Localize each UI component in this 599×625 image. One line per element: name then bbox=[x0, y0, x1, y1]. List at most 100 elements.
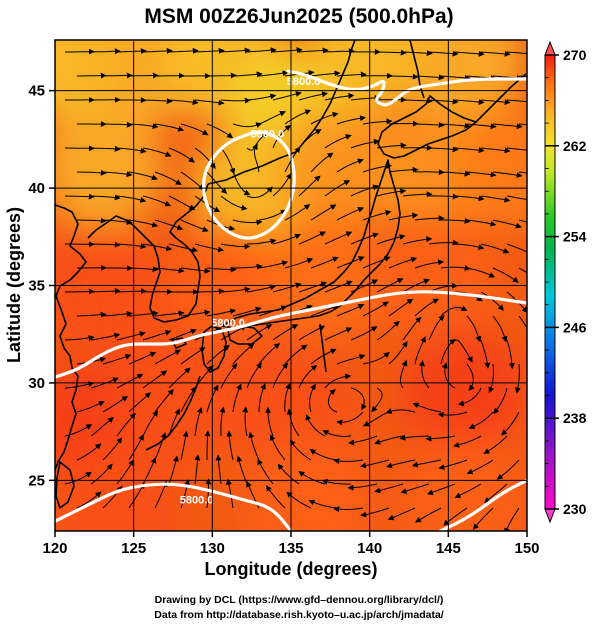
streamline-49 bbox=[402, 97, 433, 104]
streamline-47 bbox=[350, 94, 381, 101]
streamline-78 bbox=[220, 147, 236, 175]
streamline-309 bbox=[154, 432, 167, 461]
x-tick-label-145: 145 bbox=[436, 540, 461, 557]
streamline-276 bbox=[232, 383, 242, 413]
y-tick-label-40: 40 bbox=[28, 180, 45, 197]
streamline-340 bbox=[454, 483, 482, 498]
streamline-310 bbox=[180, 430, 189, 461]
streamline-342 bbox=[76, 491, 102, 509]
streamline-229 bbox=[402, 316, 422, 341]
contour-5800-2 bbox=[55, 290, 527, 379]
streamline-169 bbox=[258, 260, 289, 269]
colorbar-tick-label-246: 246 bbox=[563, 319, 587, 335]
streamline-248 bbox=[440, 339, 456, 365]
streamline-328 bbox=[168, 455, 179, 485]
streamline-44 bbox=[272, 91, 302, 101]
streamline-122 bbox=[429, 193, 459, 200]
streamline-291 bbox=[142, 410, 159, 437]
streamline-235 bbox=[102, 354, 132, 365]
streamline-241 bbox=[258, 343, 281, 365]
streamline-68 bbox=[440, 122, 471, 129]
streamline-280 bbox=[327, 389, 338, 413]
streamline-177 bbox=[466, 267, 496, 278]
streamline-50 bbox=[428, 98, 459, 105]
streamline-41 bbox=[194, 99, 225, 106]
streamline-210 bbox=[388, 298, 414, 317]
streamline-242 bbox=[284, 344, 308, 365]
streamline-45 bbox=[298, 91, 328, 101]
coastlines bbox=[55, 40, 527, 509]
streamline-176 bbox=[440, 265, 471, 271]
streamline-115 bbox=[246, 186, 273, 199]
streamline-335 bbox=[321, 478, 352, 485]
streamline-135 bbox=[310, 204, 337, 221]
streamline-100 bbox=[336, 158, 364, 173]
streamline-91 bbox=[102, 171, 133, 178]
streamline-4 bbox=[168, 47, 199, 54]
streamline-32 bbox=[440, 74, 471, 81]
streamline-23 bbox=[207, 72, 237, 79]
streamline-2 bbox=[116, 48, 147, 55]
coastline-mainland-asia bbox=[55, 204, 87, 471]
coastline-taiwan bbox=[55, 461, 75, 509]
streamline-226 bbox=[324, 327, 353, 341]
streamline-230 bbox=[428, 314, 445, 341]
streamline-59 bbox=[206, 123, 234, 139]
streamline-42 bbox=[220, 97, 251, 104]
coastline-liaodong bbox=[87, 215, 147, 239]
streamline-220 bbox=[168, 328, 197, 341]
streamline-191 bbox=[350, 279, 379, 293]
streamline-64 bbox=[336, 115, 366, 125]
streamline-5 bbox=[194, 47, 225, 54]
streamline-308 bbox=[128, 434, 144, 461]
streamline-141 bbox=[466, 219, 497, 227]
y-tick-label-30: 30 bbox=[28, 375, 45, 392]
streamline-267 bbox=[441, 362, 456, 389]
streamline-179 bbox=[518, 267, 527, 274]
streamline-272 bbox=[128, 392, 152, 413]
streamline-108 bbox=[64, 193, 95, 200]
streamline-331 bbox=[236, 455, 248, 485]
contour-5800-3 bbox=[55, 482, 293, 531]
streamline-76 bbox=[168, 147, 195, 163]
streamline-313 bbox=[248, 431, 260, 461]
streamline-253 bbox=[90, 377, 119, 389]
streamline-322 bbox=[466, 459, 494, 475]
streamline-273 bbox=[154, 388, 174, 413]
contour-labels: 5800.0 5800.0 5800.0 5800.0 bbox=[180, 76, 321, 507]
streamline-121 bbox=[402, 191, 433, 198]
streamline-302 bbox=[399, 434, 430, 441]
streamline-330 bbox=[215, 454, 222, 485]
streamline-69 bbox=[466, 123, 497, 130]
streamline-178 bbox=[492, 267, 519, 283]
streamline-301 bbox=[374, 435, 404, 445]
streamline-79 bbox=[246, 131, 268, 151]
streamline-355 bbox=[387, 507, 416, 521]
y-axis-label: Latitude (degrees) bbox=[4, 207, 24, 363]
streamline-264 bbox=[371, 387, 383, 413]
contour-5800-4 bbox=[438, 478, 527, 531]
contour-label-2: 5800.0 bbox=[211, 317, 245, 329]
credit-line-2: Data from http://database.rish.kyoto–u.a… bbox=[154, 609, 443, 621]
streamline-348 bbox=[225, 478, 234, 509]
streamline-124 bbox=[480, 195, 511, 203]
streamline-316 bbox=[309, 449, 338, 461]
streamline-173 bbox=[362, 256, 391, 269]
streamline-159 bbox=[454, 243, 485, 250]
x-axis: 120 125 130 135 140 145 150 bbox=[42, 531, 540, 557]
streamline-171 bbox=[310, 256, 339, 269]
streamline-217 bbox=[90, 332, 121, 341]
field-cell-15 bbox=[370, 213, 495, 338]
streamline-10 bbox=[324, 48, 355, 55]
streamline-213 bbox=[466, 315, 482, 343]
streamline-63 bbox=[310, 111, 339, 125]
streamline-101 bbox=[362, 163, 392, 173]
credit-line-1: Drawing by DCL (https://www.gfd–dennou.o… bbox=[155, 594, 444, 606]
streamline-27 bbox=[310, 70, 341, 77]
streamline-97 bbox=[252, 143, 260, 173]
streamlines bbox=[64, 47, 527, 531]
streamline-123 bbox=[454, 195, 485, 202]
streamline-282 bbox=[362, 411, 390, 427]
streamline-223 bbox=[246, 324, 273, 341]
